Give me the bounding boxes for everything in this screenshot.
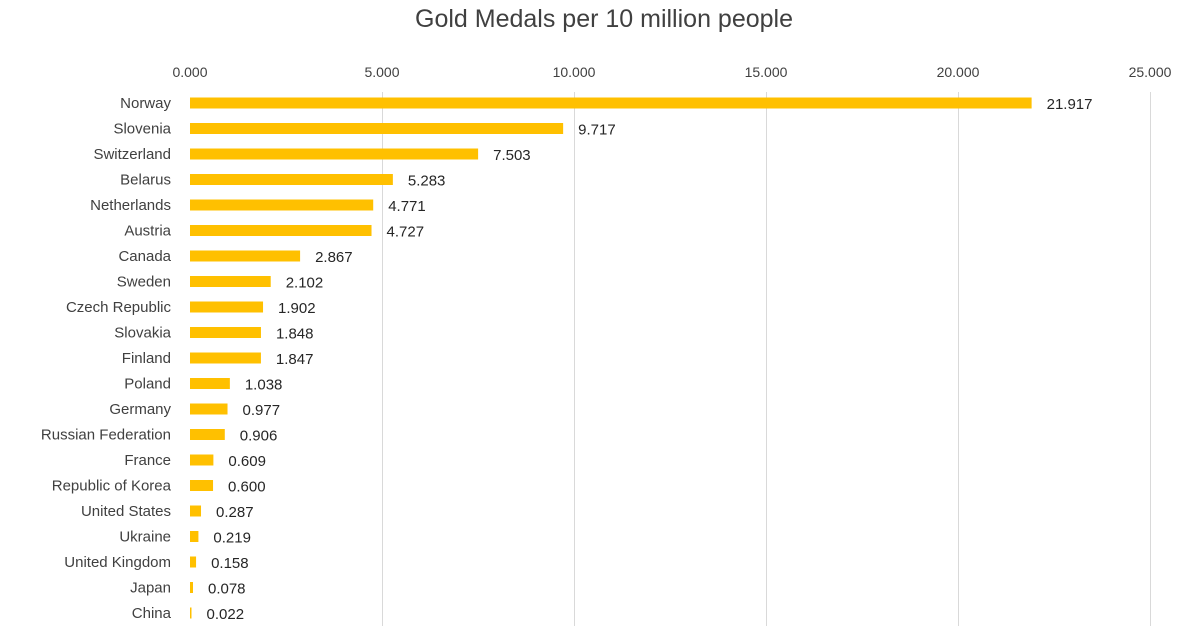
x-tick-label: 5.000 bbox=[364, 64, 399, 80]
category-label: Canada bbox=[118, 248, 171, 265]
data-label: 0.977 bbox=[243, 402, 281, 419]
data-label: 2.102 bbox=[286, 275, 324, 292]
category-label: Austria bbox=[124, 223, 171, 240]
category-label: Slovakia bbox=[114, 325, 171, 342]
bar bbox=[190, 403, 228, 415]
data-label: 0.609 bbox=[228, 453, 266, 470]
bar bbox=[190, 327, 261, 338]
data-label: 0.022 bbox=[207, 606, 245, 623]
data-labels: 21.917 9.717 7.503 5.283 4.771 4.727 2.867 2.10… bbox=[207, 96, 1093, 623]
bar bbox=[190, 97, 1032, 109]
bar bbox=[190, 429, 225, 440]
bar bbox=[190, 531, 199, 542]
category-label: United Kingdom bbox=[64, 554, 171, 571]
x-tick-label: 10.000 bbox=[553, 64, 596, 80]
category-label: Sweden bbox=[117, 274, 171, 291]
bar bbox=[190, 225, 372, 236]
category-label: Switzerland bbox=[93, 146, 171, 163]
bar bbox=[190, 352, 261, 364]
data-label: 0.219 bbox=[213, 530, 251, 547]
x-tick-label: 25.000 bbox=[1129, 64, 1172, 80]
data-label: 1.847 bbox=[276, 351, 314, 368]
category-label: Russian Federation bbox=[41, 427, 171, 444]
data-label: 2.867 bbox=[315, 249, 353, 266]
x-tick-label: 15.000 bbox=[745, 64, 788, 80]
x-tick-label: 20.000 bbox=[937, 64, 980, 80]
bar bbox=[190, 582, 193, 593]
category-label: Japan bbox=[130, 580, 171, 597]
data-label: 4.727 bbox=[387, 224, 425, 241]
category-label: Czech Republic bbox=[66, 299, 172, 316]
data-label: 0.600 bbox=[228, 479, 266, 496]
data-label: 5.283 bbox=[408, 173, 446, 190]
bar bbox=[190, 276, 271, 287]
category-label: Belarus bbox=[120, 172, 171, 189]
bar bbox=[190, 301, 264, 313]
category-label: Finland bbox=[122, 350, 171, 367]
data-label: 0.078 bbox=[208, 581, 246, 598]
category-label: Slovenia bbox=[113, 121, 171, 138]
bar bbox=[190, 480, 214, 491]
data-label: 1.038 bbox=[245, 377, 283, 394]
chart-title: Gold Medals per 10 million people bbox=[415, 5, 793, 33]
bar bbox=[190, 556, 197, 568]
bars bbox=[190, 97, 1032, 619]
data-label: 0.158 bbox=[211, 555, 249, 572]
category-label: China bbox=[132, 605, 172, 622]
x-tick-label: 0.000 bbox=[172, 64, 207, 80]
data-label: 4.771 bbox=[388, 198, 426, 215]
category-label: Republic of Korea bbox=[52, 478, 172, 495]
bar bbox=[190, 123, 564, 134]
data-label: 7.503 bbox=[493, 147, 531, 164]
bar bbox=[190, 378, 230, 389]
bar bbox=[190, 148, 479, 160]
data-label: 1.848 bbox=[276, 326, 314, 343]
category-label: United States bbox=[81, 503, 171, 520]
bar bbox=[190, 174, 393, 185]
data-label: 0.287 bbox=[216, 504, 254, 521]
data-label: 21.917 bbox=[1047, 96, 1093, 113]
data-label: 1.902 bbox=[278, 300, 316, 317]
category-label: Ukraine bbox=[119, 529, 171, 546]
bar bbox=[190, 607, 192, 619]
bar bbox=[190, 454, 214, 466]
data-label: 9.717 bbox=[578, 122, 616, 139]
category-label: Germany bbox=[109, 401, 171, 418]
category-label: Poland bbox=[124, 376, 171, 393]
bar bbox=[190, 505, 202, 517]
category-labels: Norway Slovenia Switzerland Belarus Netherla… bbox=[41, 95, 172, 622]
category-label: France bbox=[124, 452, 171, 469]
category-label: Netherlands bbox=[90, 197, 171, 214]
bar bbox=[190, 250, 301, 262]
bar bbox=[190, 199, 374, 211]
data-label: 0.906 bbox=[240, 428, 278, 445]
x-axis-ticks: 0.000 5.000 10.000 15.000 20.000 25.000 bbox=[172, 64, 1171, 80]
gridlines bbox=[382, 92, 1151, 626]
category-label: Norway bbox=[120, 95, 171, 112]
